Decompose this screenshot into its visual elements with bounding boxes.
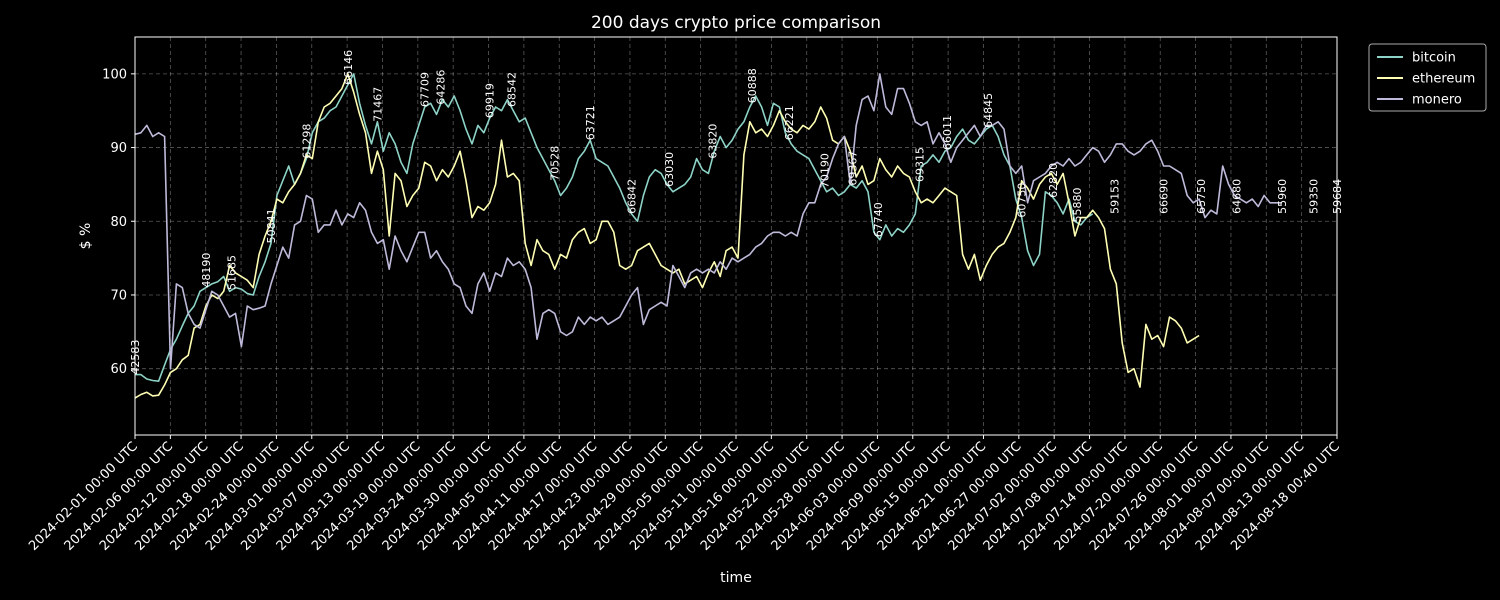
data-label: 64845 (982, 93, 995, 128)
data-label: 67740 (872, 202, 885, 237)
data-label: 61298 (300, 124, 313, 159)
data-label: 60750 (1016, 183, 1029, 218)
series-line-monero (134, 73, 1282, 370)
data-label: 51685 (226, 255, 239, 290)
series-lines (134, 73, 1282, 399)
data-label: 66221 (783, 105, 796, 140)
data-label: 60888 (746, 68, 759, 103)
data-label: 50841 (265, 208, 278, 243)
y-axis-ticks: 60 70 80 90 100 (102, 67, 135, 377)
y-axis-label: $ % (78, 223, 94, 250)
legend-label-bitcoin: bitcoin (1412, 51, 1456, 66)
data-label: 55880 (1071, 188, 1084, 223)
data-label: 63820 (706, 124, 719, 159)
data-label: 66011 (941, 115, 954, 150)
y-tick-label: 80 (110, 215, 127, 230)
x-axis-label: time (720, 570, 752, 586)
data-label: 70528 (549, 146, 562, 181)
data-label: 69919 (484, 83, 497, 118)
data-label: 63721 (584, 105, 597, 140)
y-tick-label: 60 (110, 362, 127, 377)
y-tick-label: 70 (110, 288, 127, 303)
legend: bitcoin ethereum monero (1368, 43, 1487, 112)
data-label: 59153 (1108, 179, 1121, 214)
data-label: 64286 (434, 70, 447, 105)
data-label: 68542 (505, 72, 518, 107)
data-label: 64680 (1231, 179, 1244, 214)
legend-frame (1368, 43, 1487, 112)
data-label: 70190 (819, 153, 832, 188)
data-label: 67709 (419, 72, 432, 107)
legend-label-ethereum: ethereum (1412, 72, 1475, 87)
legend-label-monero: monero (1412, 93, 1462, 108)
data-label: 48190 (200, 253, 213, 288)
data-label: 59350 (1307, 179, 1320, 214)
y-tick-label: 100 (102, 67, 127, 82)
data-label: 69315 (913, 147, 926, 182)
data-label: 66842 (626, 179, 639, 214)
data-label: 66146 (342, 50, 355, 85)
data-label: 62820 (1047, 163, 1060, 198)
data-label: 71467 (371, 87, 384, 122)
data-label: 69367 (846, 151, 859, 186)
data-label: 63030 (663, 152, 676, 187)
data-label: 66690 (1158, 179, 1171, 214)
data-label: 65750 (1195, 179, 1208, 214)
data-label: 55960 (1276, 179, 1289, 214)
series-line-ethereum (134, 73, 1200, 399)
chart-title: 200 days crypto price comparison (591, 13, 881, 33)
y-tick-label: 90 (110, 141, 127, 156)
